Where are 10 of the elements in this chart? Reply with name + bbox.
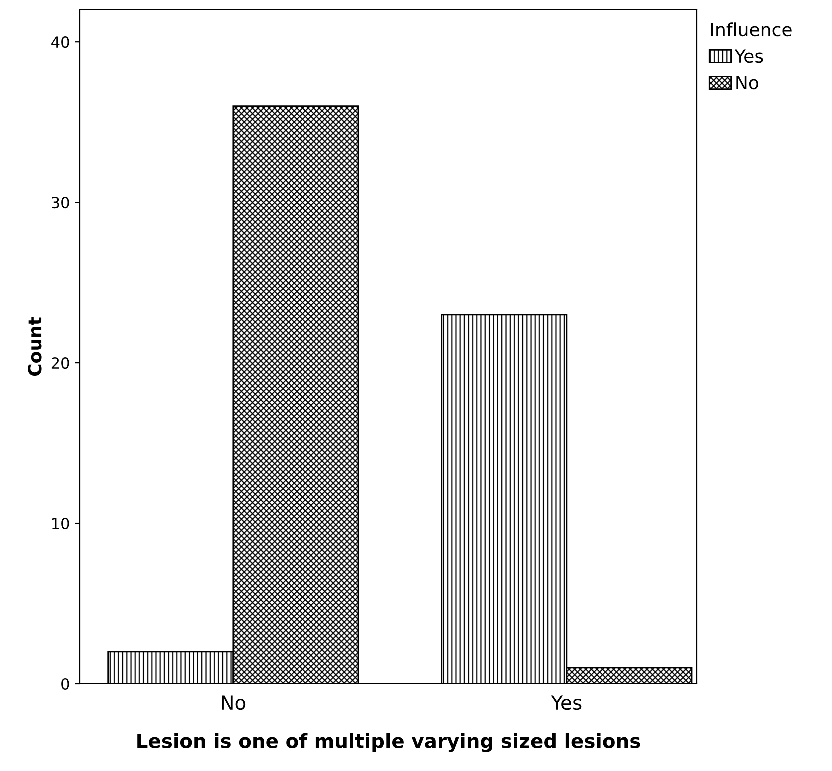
y-tick-label: 30	[52, 197, 70, 209]
y-tick-label: 20	[52, 358, 70, 370]
y-tick-label: 0	[62, 678, 70, 690]
y-tick-label: 40	[52, 36, 70, 48]
y-axis-title: Count	[28, 317, 42, 376]
x-axis-title: Lesion is one of multiple varying sized lesions	[138, 733, 640, 752]
y-tick-label: 10	[52, 518, 70, 530]
legend-label: Yes	[734, 50, 764, 64]
legend-title: Influence	[711, 22, 792, 37]
legend-label: No	[736, 76, 758, 90]
